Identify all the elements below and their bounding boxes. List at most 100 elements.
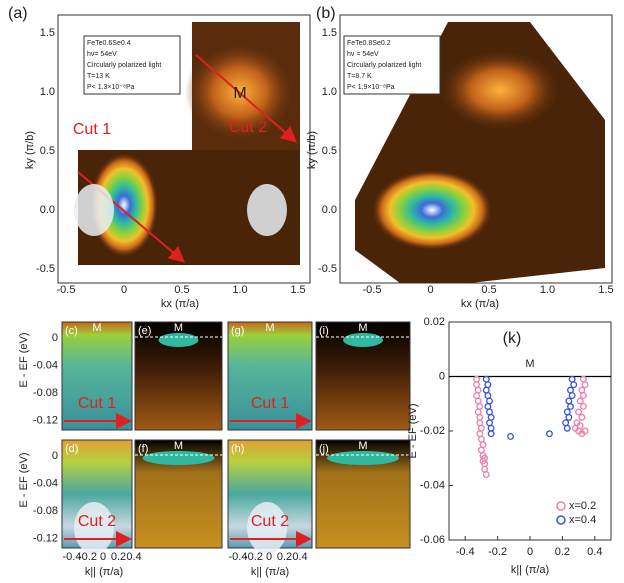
x-tick-label: 0.2	[111, 551, 126, 563]
info-line: Circularly polarized light	[347, 62, 421, 69]
info-line: hν= 54eV	[87, 51, 117, 58]
cut-blob	[159, 333, 199, 347]
x-tick-label: -0.2	[78, 551, 97, 563]
data-point	[487, 409, 493, 415]
data-point	[488, 431, 494, 437]
x-axis-label: k|| (π/a)	[251, 566, 289, 578]
data-point	[475, 409, 481, 415]
legend-label: x=0.2	[569, 500, 596, 512]
point-label: M	[265, 322, 274, 334]
data-point	[508, 434, 514, 440]
y-tick-label: -0.04	[33, 359, 58, 371]
data-point	[477, 404, 483, 410]
y-tick-label: -0.06	[420, 534, 445, 546]
cut-label: Cut 1	[251, 395, 289, 412]
data-point	[485, 393, 491, 399]
x-tick-label: 0.4	[126, 551, 141, 563]
x-tick-label: 0	[527, 546, 533, 558]
data-point	[564, 425, 570, 431]
point-label: M	[174, 440, 183, 452]
cut-label: Cut 1	[73, 121, 111, 138]
data-point	[581, 376, 587, 382]
panel-label: (c)	[65, 325, 78, 337]
panel-label: (j)	[319, 443, 329, 455]
panel-label: (b)	[316, 5, 336, 22]
legend-label: x=0.4	[569, 514, 596, 526]
x-axis-label: k|| (π/a)	[511, 564, 549, 576]
data-point	[581, 404, 587, 410]
info-line: P< 1.3×10⁻⁸Pa	[87, 84, 135, 91]
point-label: M	[174, 322, 183, 334]
info-line: FeTe0.8Se0.2	[347, 40, 391, 47]
x-tick-label: 0	[121, 284, 127, 296]
x-tick-label: 0	[427, 284, 433, 296]
data-point	[566, 398, 572, 404]
y-tick-label: 1.5	[322, 27, 337, 39]
data-point	[480, 442, 486, 448]
data-point	[488, 415, 494, 421]
x-tick-label: 1.0	[540, 284, 555, 296]
data-point	[485, 382, 491, 388]
data-point	[485, 404, 491, 410]
y-axis-label: E - EF (eV)	[407, 403, 419, 458]
info-line: T=13 K	[87, 73, 110, 80]
data-point	[564, 409, 570, 415]
data-point	[547, 431, 553, 437]
panel-label: (f)	[138, 443, 148, 455]
y-axis-label: ky (π/b)	[24, 131, 36, 169]
data-point	[477, 420, 483, 426]
panel-label: (h)	[231, 443, 244, 455]
cut-blob	[143, 451, 215, 465]
panel-label: (k)	[503, 330, 522, 347]
x-tick-label: 1.5	[290, 284, 305, 296]
data-point	[474, 382, 480, 388]
cut-label: Cut 2	[78, 513, 116, 530]
panel-label: (e)	[138, 325, 151, 337]
data-point	[474, 376, 480, 382]
x-tick-label: -0.2	[488, 546, 507, 558]
data-point	[483, 387, 489, 393]
data-point	[582, 382, 588, 388]
y-tick-label: 1.0	[40, 86, 55, 98]
cut-image	[228, 322, 312, 430]
data-point	[483, 376, 489, 382]
info-line: P< 1.9×10⁻⁸Pa	[347, 84, 395, 91]
x-tick-label: -0.2	[244, 551, 263, 563]
x-tick-label: -0.5	[363, 284, 382, 296]
y-tick-label: -0.04	[420, 479, 445, 491]
figure: (a)-0.500.51.01.51.51.00.50.0-0.5kx (π/a…	[0, 0, 624, 583]
y-tick-label: 0	[52, 332, 58, 344]
info-line: Circularly polarized light	[87, 62, 161, 69]
info-line: T=8.7 K	[347, 73, 372, 80]
x-tick-label: 0.2	[555, 546, 570, 558]
cut-blob	[74, 184, 114, 236]
data-point	[487, 420, 493, 426]
data-point	[475, 398, 481, 404]
map-blob	[372, 170, 492, 250]
y-tick-label: 0	[439, 370, 445, 382]
y-tick-label: 0.02	[424, 316, 445, 328]
data-point	[569, 376, 575, 382]
x-tick-label: 1.0	[232, 284, 247, 296]
y-tick-label: 1.5	[40, 27, 55, 39]
data-point	[579, 415, 585, 421]
cut-blob	[343, 333, 383, 347]
data-point	[482, 466, 488, 472]
x-tick-label: -0.4	[456, 546, 475, 558]
panel-label: (g)	[231, 325, 244, 337]
data-point	[487, 398, 493, 404]
x-tick-label: 0	[266, 551, 272, 563]
legend-swatch	[557, 516, 565, 524]
cut-label: Cut 1	[78, 395, 116, 412]
x-tick-label: 1.5	[598, 284, 613, 296]
data-point	[479, 447, 485, 453]
data-point	[571, 382, 577, 388]
data-point	[568, 404, 574, 410]
data-point	[563, 420, 569, 426]
y-tick-label: -0.08	[33, 387, 58, 399]
info-line: hν = 54eV	[347, 51, 379, 58]
x-tick-label: 0.4	[292, 551, 307, 563]
x-tick-label: 0.5	[481, 284, 496, 296]
data-point	[488, 425, 494, 431]
y-tick-label: -0.02	[420, 425, 445, 437]
